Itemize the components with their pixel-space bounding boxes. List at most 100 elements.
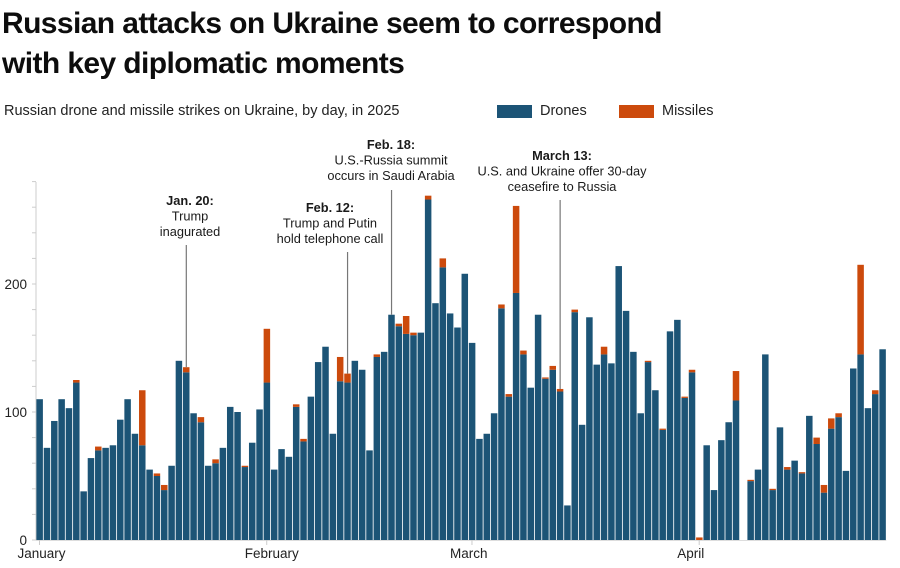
- bar-drones: [828, 428, 835, 540]
- bar-drones: [241, 467, 249, 540]
- bar-drones: [51, 420, 58, 540]
- bar-drones: [769, 490, 776, 540]
- bar-missiles: [402, 316, 410, 334]
- bar-drones: [835, 417, 842, 540]
- bar-drones: [571, 312, 578, 540]
- bar-drones: [652, 390, 659, 540]
- annotation-text: Trump and Putin: [283, 216, 377, 231]
- bar-drones: [358, 369, 366, 540]
- legend-swatch-missiles: [619, 104, 654, 118]
- bar-drones: [754, 469, 762, 540]
- bar-drones: [73, 382, 80, 540]
- bar-drones: [190, 413, 197, 540]
- annotation-text: ceasefire to Russia: [508, 179, 618, 194]
- annotation-text: hold telephone call: [277, 231, 384, 246]
- bar-drones: [872, 394, 879, 540]
- bar-missiles: [212, 459, 219, 464]
- bar-drones: [300, 441, 307, 540]
- bar-drones: [842, 470, 850, 540]
- bar-missiles: [512, 205, 520, 293]
- bar-drones: [402, 333, 410, 540]
- bar-missiles: [153, 473, 161, 476]
- bar-drones: [806, 415, 813, 540]
- bar-drones: [666, 331, 674, 540]
- annotation-text: U.S. and Ukraine offer 30-day: [477, 164, 647, 179]
- bars: [36, 195, 886, 540]
- bar-drones: [175, 360, 183, 540]
- bar-drones: [263, 382, 271, 540]
- bar-drones: [776, 427, 784, 540]
- annotation-date: Jan. 20:: [166, 193, 214, 208]
- bar-drones: [659, 429, 666, 540]
- annotation-text: Trump: [172, 209, 209, 224]
- bar-drones: [80, 491, 87, 540]
- bar-missiles: [161, 484, 168, 491]
- bar-missiles: [835, 413, 842, 418]
- bar-drones: [468, 342, 476, 540]
- bar-drones: [791, 460, 798, 540]
- bar-drones: [813, 444, 820, 540]
- bar-missiles: [556, 388, 564, 392]
- bar-drones: [564, 505, 571, 540]
- bar-drones: [351, 360, 359, 540]
- bar-drones: [117, 419, 124, 540]
- bar-missiles: [439, 258, 447, 268]
- bar-missiles: [505, 394, 513, 397]
- annotation-label: Feb. 12: Trump and Putin hold telephone ca…: [277, 200, 384, 246]
- legend-label-missiles: Missiles: [662, 103, 714, 119]
- bar-drones: [578, 424, 586, 540]
- bar-missiles: [344, 373, 351, 383]
- bar-drones: [505, 396, 513, 540]
- bar-drones: [344, 382, 351, 540]
- bar-drones: [380, 351, 388, 540]
- bar-drones: [292, 406, 300, 540]
- bar-drones: [461, 273, 469, 540]
- bar-drones: [270, 469, 278, 540]
- bar-drones: [549, 369, 556, 540]
- bar-drones: [65, 408, 73, 540]
- bar-drones: [520, 354, 527, 540]
- bar-drones: [542, 378, 549, 540]
- bar-missiles: [395, 323, 403, 327]
- bar-missiles: [197, 417, 205, 423]
- bar-drones: [850, 368, 857, 540]
- bar-missiles: [600, 346, 608, 355]
- legend-label-drones: Drones: [540, 103, 587, 119]
- bar-drones: [527, 387, 535, 540]
- bar-drones: [102, 447, 109, 540]
- bar-missiles: [520, 350, 527, 355]
- bar-drones: [439, 267, 447, 540]
- bar-drones: [197, 422, 205, 540]
- bar-drones: [637, 413, 644, 540]
- bar-drones: [248, 442, 256, 540]
- annotation-date: March 13:: [532, 148, 592, 163]
- bar-drones: [417, 332, 425, 540]
- bar-missiles: [659, 428, 666, 430]
- bar-missiles: [813, 437, 820, 444]
- annotation-text: occurs in Saudi Arabia: [327, 168, 455, 183]
- bar-missiles: [688, 369, 696, 373]
- bar-missiles: [571, 309, 578, 313]
- bar-missiles: [183, 367, 190, 373]
- bar-drones: [593, 364, 600, 540]
- bar-drones: [688, 372, 696, 540]
- chart-title: Russian attacks on Ukraine seem to corre…: [2, 7, 663, 80]
- bar-drones: [109, 445, 117, 540]
- bar-missiles: [410, 332, 417, 336]
- bar-drones: [219, 447, 227, 540]
- bar-missiles: [73, 380, 80, 383]
- bar-drones: [681, 397, 688, 540]
- bar-missiles: [292, 404, 300, 407]
- bar-drones: [476, 438, 483, 540]
- bar-drones: [388, 314, 395, 540]
- bar-drones: [725, 422, 732, 540]
- bar-drones: [490, 413, 498, 540]
- bar-drones: [234, 412, 241, 540]
- bar-drones: [762, 354, 769, 540]
- bar-drones: [124, 399, 131, 540]
- annotations: Jan. 20: Trump inagurated Feb. 12: Trump and…: [160, 137, 647, 389]
- bar-missiles: [139, 390, 146, 446]
- y-tick-label: 0: [19, 533, 27, 548]
- bar-missiles: [263, 328, 271, 383]
- chart-subtitle: Russian drone and missile strikes on Ukr…: [4, 103, 400, 119]
